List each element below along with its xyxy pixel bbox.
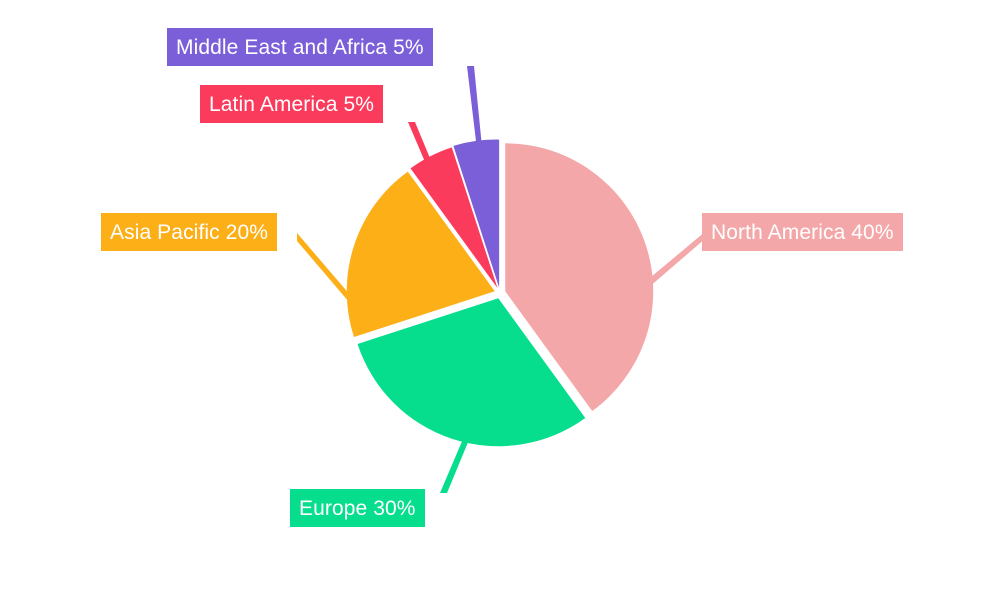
pie-label-europe: Europe 30% xyxy=(290,489,425,527)
leader-line-middle-east-africa xyxy=(467,66,483,158)
pie-label-latin-america: Latin America 5% xyxy=(200,85,384,123)
pie-slice-middle-east-africa[interactable] xyxy=(453,139,500,288)
leader-line-europe xyxy=(440,432,471,493)
leader-line-asia-pacific xyxy=(297,233,357,309)
pie-slice-asia-pacific[interactable] xyxy=(346,171,495,338)
pie-slice-europe[interactable] xyxy=(357,298,586,447)
pie-label-middle-east-africa: Middle East and Africa 5% xyxy=(167,28,433,66)
pie-slice-north-america[interactable] xyxy=(505,143,654,412)
leader-lines xyxy=(297,66,706,493)
pie-label-asia-pacific: Asia Pacific 20% xyxy=(101,213,278,251)
pie-slice-latin-america[interactable] xyxy=(410,147,498,289)
pie-wedges xyxy=(346,139,654,447)
pie-label-north-america: North America 40% xyxy=(702,213,903,251)
leader-line-north-america xyxy=(645,231,706,288)
